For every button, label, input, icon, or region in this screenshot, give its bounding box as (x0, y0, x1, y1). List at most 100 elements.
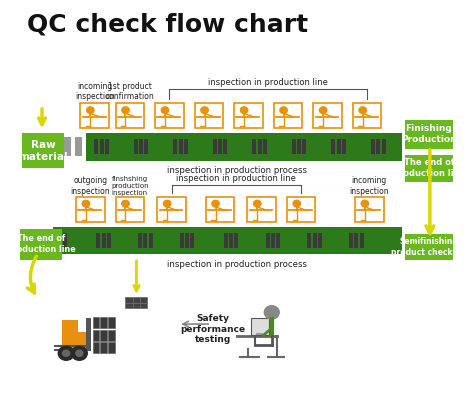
Text: incoming
inspection: incoming inspection (75, 82, 115, 101)
FancyBboxPatch shape (109, 330, 115, 341)
FancyBboxPatch shape (64, 137, 72, 156)
Circle shape (82, 200, 90, 207)
FancyBboxPatch shape (100, 330, 107, 341)
FancyBboxPatch shape (62, 320, 79, 334)
FancyBboxPatch shape (218, 139, 222, 154)
Text: inspection in production process: inspection in production process (167, 260, 308, 269)
Circle shape (201, 107, 208, 113)
Circle shape (58, 346, 74, 360)
FancyBboxPatch shape (253, 139, 256, 154)
FancyBboxPatch shape (62, 332, 88, 350)
FancyBboxPatch shape (337, 139, 341, 154)
FancyBboxPatch shape (224, 233, 228, 248)
FancyBboxPatch shape (292, 139, 296, 154)
FancyBboxPatch shape (287, 197, 316, 222)
FancyBboxPatch shape (265, 233, 270, 248)
FancyBboxPatch shape (149, 233, 153, 248)
FancyBboxPatch shape (206, 197, 234, 222)
FancyBboxPatch shape (116, 197, 144, 222)
FancyBboxPatch shape (43, 137, 50, 156)
Text: Raw
material: Raw material (18, 139, 68, 162)
Circle shape (76, 350, 83, 356)
FancyBboxPatch shape (20, 229, 62, 260)
FancyBboxPatch shape (145, 139, 148, 154)
FancyBboxPatch shape (86, 133, 402, 160)
FancyBboxPatch shape (109, 342, 115, 353)
FancyBboxPatch shape (263, 139, 267, 154)
FancyBboxPatch shape (107, 233, 111, 248)
FancyBboxPatch shape (144, 233, 147, 248)
Text: inspection in production line: inspection in production line (208, 79, 328, 87)
Circle shape (293, 200, 301, 207)
FancyBboxPatch shape (100, 318, 107, 328)
FancyBboxPatch shape (258, 139, 262, 154)
Text: The end of
production line: The end of production line (393, 158, 465, 178)
FancyBboxPatch shape (355, 197, 383, 222)
Circle shape (254, 200, 261, 207)
FancyBboxPatch shape (213, 139, 217, 154)
FancyBboxPatch shape (302, 139, 307, 154)
Circle shape (319, 107, 327, 113)
FancyBboxPatch shape (157, 197, 186, 222)
FancyBboxPatch shape (173, 139, 177, 154)
FancyBboxPatch shape (139, 139, 143, 154)
FancyBboxPatch shape (251, 318, 269, 335)
FancyBboxPatch shape (53, 227, 402, 254)
FancyBboxPatch shape (405, 235, 453, 260)
Text: QC check flow chart: QC check flow chart (27, 13, 308, 36)
FancyBboxPatch shape (58, 233, 62, 248)
FancyBboxPatch shape (405, 155, 453, 182)
FancyBboxPatch shape (138, 233, 142, 248)
FancyBboxPatch shape (92, 342, 99, 353)
FancyBboxPatch shape (109, 318, 115, 328)
Circle shape (87, 107, 94, 113)
Text: inspection in production process: inspection in production process (167, 166, 308, 175)
FancyBboxPatch shape (223, 139, 228, 154)
FancyBboxPatch shape (185, 233, 189, 248)
FancyBboxPatch shape (247, 197, 276, 222)
FancyBboxPatch shape (180, 233, 184, 248)
FancyBboxPatch shape (63, 233, 67, 248)
Text: Finishing
Production: Finishing Production (401, 124, 457, 144)
FancyBboxPatch shape (376, 139, 380, 154)
FancyBboxPatch shape (94, 139, 98, 154)
FancyBboxPatch shape (92, 330, 99, 341)
Circle shape (164, 200, 171, 207)
Text: incoming
inspection: incoming inspection (349, 176, 389, 196)
FancyBboxPatch shape (360, 233, 364, 248)
FancyBboxPatch shape (271, 233, 275, 248)
FancyBboxPatch shape (155, 103, 184, 128)
FancyBboxPatch shape (102, 233, 106, 248)
Text: 1st product
confirmation: 1st product confirmation (106, 82, 154, 101)
Text: finshshing
production
inspection: finshshing production inspection (111, 176, 149, 196)
Text: Semifinishing
product checking: Semifinishing product checking (392, 237, 466, 257)
FancyBboxPatch shape (184, 139, 188, 154)
FancyBboxPatch shape (349, 233, 353, 248)
FancyBboxPatch shape (313, 103, 342, 128)
FancyBboxPatch shape (234, 103, 263, 128)
FancyBboxPatch shape (76, 197, 105, 222)
Text: inspection in production line: inspection in production line (176, 174, 296, 183)
Circle shape (72, 346, 87, 360)
FancyBboxPatch shape (371, 139, 375, 154)
Text: The end of
production line: The end of production line (7, 234, 75, 254)
FancyBboxPatch shape (382, 139, 385, 154)
FancyBboxPatch shape (276, 233, 280, 248)
FancyBboxPatch shape (116, 103, 144, 128)
FancyBboxPatch shape (100, 342, 107, 353)
Circle shape (212, 200, 219, 207)
FancyBboxPatch shape (126, 297, 146, 308)
FancyBboxPatch shape (100, 139, 103, 154)
FancyBboxPatch shape (355, 233, 358, 248)
FancyBboxPatch shape (318, 233, 322, 248)
FancyBboxPatch shape (353, 103, 382, 128)
FancyBboxPatch shape (307, 233, 311, 248)
FancyBboxPatch shape (86, 318, 91, 351)
FancyBboxPatch shape (53, 233, 56, 248)
Circle shape (122, 200, 129, 207)
FancyBboxPatch shape (405, 120, 453, 149)
FancyBboxPatch shape (134, 139, 138, 154)
FancyBboxPatch shape (235, 233, 238, 248)
Circle shape (280, 107, 287, 113)
FancyBboxPatch shape (342, 139, 346, 154)
